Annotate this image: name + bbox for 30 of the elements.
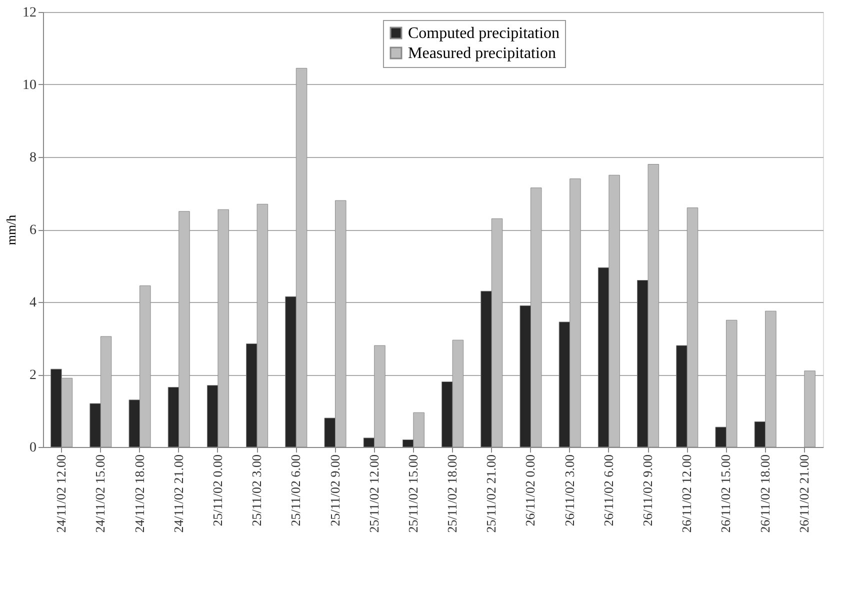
x-tick-label: 24/11/02 12.00 bbox=[54, 454, 69, 533]
x-tick-label: 26/11/02 21.00 bbox=[796, 454, 812, 533]
x-tick-label: 26/11/02 9.00 bbox=[640, 454, 656, 526]
legend-label: Measured precipitation bbox=[408, 45, 556, 62]
y-axis-title: mm/h bbox=[4, 214, 18, 246]
y-tick-label: 8 bbox=[30, 150, 36, 166]
x-tick-label: 24/11/02 15.00 bbox=[92, 454, 108, 533]
legend-label: Computed precipitation bbox=[408, 25, 560, 42]
x-tick-label: 26/11/02 15.00 bbox=[718, 454, 734, 533]
y-tick-label: 6 bbox=[30, 223, 36, 238]
x-tick-label: 26/11/02 6.00 bbox=[600, 454, 616, 526]
x-tick-label: 25/11/02 9.00 bbox=[327, 454, 342, 526]
x-tick-label: 25/11/02 12.00 bbox=[366, 454, 382, 533]
x-tick-label: 25/11/02 0.00 bbox=[210, 454, 225, 526]
x-tick-label: 26/11/02 12.00 bbox=[679, 454, 694, 533]
x-tick-label: 25/11/02 3.00 bbox=[249, 454, 264, 526]
x-tick-label: 26/11/02 0.00 bbox=[522, 454, 538, 526]
x-tick-label: 25/11/02 15.00 bbox=[405, 454, 420, 533]
x-tick-label: 24/11/02 18.00 bbox=[132, 454, 147, 533]
y-tick-label: 2 bbox=[30, 368, 36, 383]
x-tick-label: 25/11/02 21.00 bbox=[484, 454, 499, 533]
y-tick-label: 0 bbox=[30, 440, 36, 456]
y-tick-label: 4 bbox=[30, 296, 36, 310]
x-tick-label: 25/11/02 18.00 bbox=[444, 454, 460, 533]
x-tick-label: 25/11/02 6.00 bbox=[288, 454, 304, 526]
x-tick-label: 26/11/02 18.00 bbox=[757, 454, 772, 533]
x-tick-label: 24/11/02 21.00 bbox=[170, 454, 186, 533]
x-tick-label: 26/11/02 3.00 bbox=[562, 454, 577, 526]
y-tick-label: 12 bbox=[22, 6, 36, 20]
y-tick-label: 10 bbox=[22, 78, 36, 93]
